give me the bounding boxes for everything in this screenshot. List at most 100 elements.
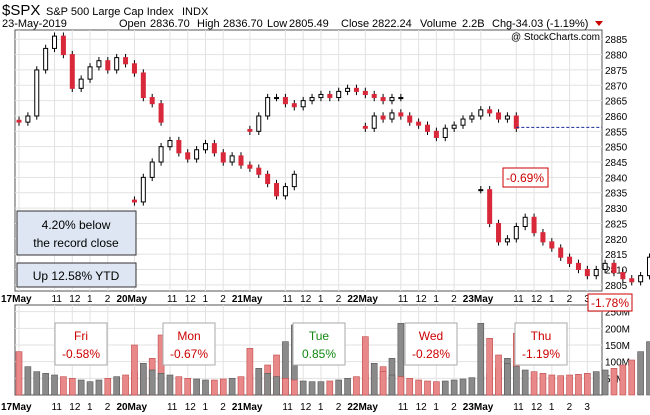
x-tick-label: 2 [220, 402, 226, 413]
x-tick-label: 2 [336, 294, 342, 305]
candle-body [398, 97, 404, 100]
open-label: Open [119, 18, 146, 30]
candle-body [185, 152, 191, 160]
chart-date: 23-May-2019 [2, 18, 67, 30]
candle-body [60, 35, 66, 56]
volume-bar [539, 373, 547, 396]
volume-bar [51, 374, 58, 396]
x-tick-label: 2 [451, 402, 457, 413]
x-tick-label: 12 [416, 294, 428, 305]
volume-bar [42, 373, 49, 396]
volume-bar [601, 369, 609, 396]
candle-body [69, 54, 75, 89]
open-value: 2836.70 [150, 18, 190, 30]
volume-bar [86, 381, 94, 396]
candle-body [593, 269, 599, 277]
x-tick-label: 12 [185, 294, 197, 305]
x-tick-label: 1 [318, 402, 324, 413]
volume-bar [77, 379, 85, 396]
candle-body [496, 112, 502, 120]
x-tick-label: 11 [398, 294, 409, 305]
x-tick-label: 12 [531, 402, 543, 413]
candle-body [549, 241, 555, 249]
candle-body [158, 146, 164, 163]
candle-body [265, 173, 271, 185]
x-axis-bottom: 17May 11 12 1 2 20May 11 12 1 2 21May 11 12 1 2 22May 11… [1, 402, 590, 413]
volume-bar [459, 378, 467, 396]
volume-bar [122, 374, 129, 396]
candle-body [282, 186, 288, 197]
x-tick-label: 11 [167, 294, 178, 305]
candle-body [424, 124, 430, 132]
volume-bar [557, 375, 565, 396]
volume-bar [344, 378, 351, 396]
day-pct: -0.67% [170, 347, 208, 361]
day-drop-box [587, 293, 633, 312]
symbol: $SPX [2, 2, 40, 19]
candle-body [407, 115, 413, 123]
candle-body [131, 199, 137, 203]
candle-body [487, 189, 493, 224]
volume-tick-label: 150M [605, 341, 630, 352]
candle-body [398, 112, 404, 117]
volume-bar [273, 376, 280, 396]
x-tick-label: 12 [300, 402, 312, 413]
price-tick-label: 2825 [605, 219, 628, 230]
volume-value: 2.2B [462, 18, 485, 30]
day-box [292, 322, 346, 366]
drop-label: -0.69% [506, 171, 544, 185]
volume-bar [24, 366, 32, 396]
candle-body [487, 109, 493, 114]
volume-bar [548, 374, 556, 396]
volume-bar [140, 363, 147, 396]
x-tick-label: 11 [398, 402, 409, 413]
volume-bar [211, 379, 218, 396]
candle-body [43, 47, 49, 71]
volume-bar [362, 336, 369, 396]
candle-body [575, 262, 581, 271]
candle-body [176, 140, 182, 154]
x-tick-label: 12 [416, 402, 428, 413]
day-label-wed: Wed -0.28% [404, 322, 458, 366]
low-label: Low [267, 18, 287, 30]
candle-body [522, 216, 528, 228]
day-box [54, 322, 108, 366]
x-tick-label: 21May [232, 294, 263, 305]
high-label: High [197, 18, 220, 30]
day-box [514, 322, 568, 366]
candle-body [158, 103, 164, 123]
volume-tick-label: 200M [605, 324, 630, 335]
volume-bar [148, 369, 156, 396]
candle-body [389, 97, 395, 102]
down-arrow-icon [595, 21, 603, 26]
candle-body [336, 90, 342, 99]
volume-bar [619, 364, 627, 396]
x-tick-label: 2 [105, 294, 111, 305]
chg-label: Chg [492, 18, 512, 30]
candle-body [504, 115, 510, 120]
candle-body [247, 128, 253, 132]
volume-bar [219, 378, 227, 396]
day-name: Wed [419, 329, 443, 343]
volume-bar [228, 378, 236, 396]
candle-body [318, 93, 324, 99]
x-tick-label: 22May [347, 402, 378, 413]
x-tick-label: 23May [463, 294, 494, 305]
volume-bar [353, 376, 360, 396]
price-tick-label: 2885 [605, 35, 628, 46]
candle-body [87, 66, 93, 80]
candle-body [256, 167, 262, 175]
volume-bar [104, 378, 112, 396]
volume-bar [495, 354, 502, 396]
volume-bar [335, 379, 342, 396]
price-tick-label: 2840 [605, 173, 628, 184]
drop-annotation: -0.69% [502, 167, 549, 188]
x-tick-label: 20May [116, 402, 147, 413]
day-box [162, 322, 216, 366]
day-name: Tue [309, 329, 330, 343]
candle-body [620, 272, 626, 280]
volume-bar [441, 380, 449, 396]
x-tick-label: 3 [584, 294, 590, 305]
volume-label: Volume [420, 18, 457, 30]
